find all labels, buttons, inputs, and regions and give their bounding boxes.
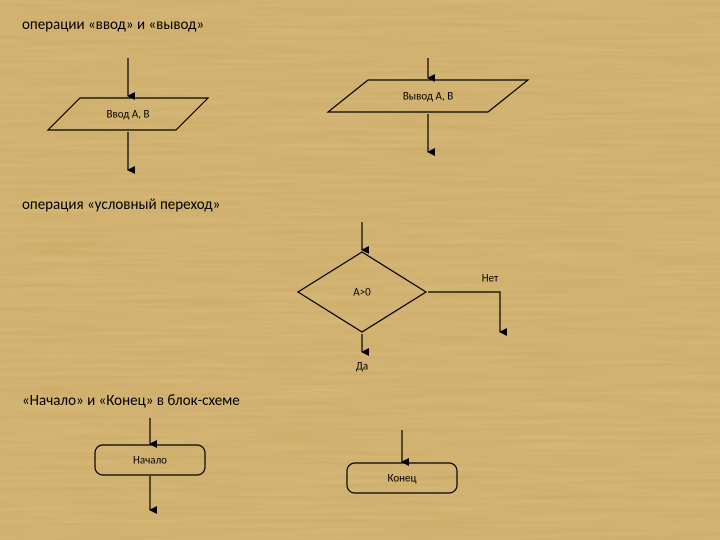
heading-conditional: операция «условный переход» [22, 196, 220, 214]
decision-label: A>0 [353, 286, 370, 299]
end-label: Конец [388, 472, 417, 485]
diagram-canvas: операции «ввод» и «вывод» операция «усло… [0, 0, 720, 540]
input-label: Ввод А, В [106, 108, 149, 121]
heading-io: операции «ввод» и «вывод» [22, 16, 204, 34]
output-label: Вывод А, В [403, 90, 453, 103]
branch-no-label: Нет [482, 272, 499, 285]
start-label: Начало [133, 454, 167, 467]
heading-terminals: «Начало» и «Конец» в блок-схеме [22, 392, 240, 410]
branch-yes-label: Да [356, 360, 368, 373]
background [0, 0, 720, 540]
